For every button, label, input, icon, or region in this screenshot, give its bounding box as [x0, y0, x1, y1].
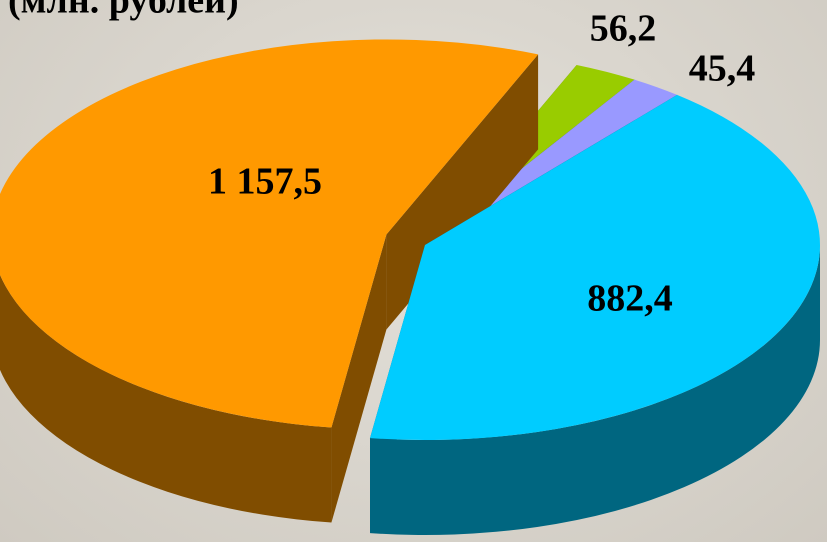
data-label: 882,4 [587, 278, 673, 320]
data-label: 56,2 [590, 8, 657, 50]
slice-side [0, 274, 332, 523]
chart-subtitle: (млн. рублей) [8, 0, 239, 22]
data-label: 1 157,5 [208, 161, 322, 203]
data-label: 45,4 [689, 48, 756, 90]
slice [0, 39, 539, 428]
slice-edge [331, 234, 387, 523]
slice [370, 94, 821, 441]
slice-side [370, 245, 820, 535]
